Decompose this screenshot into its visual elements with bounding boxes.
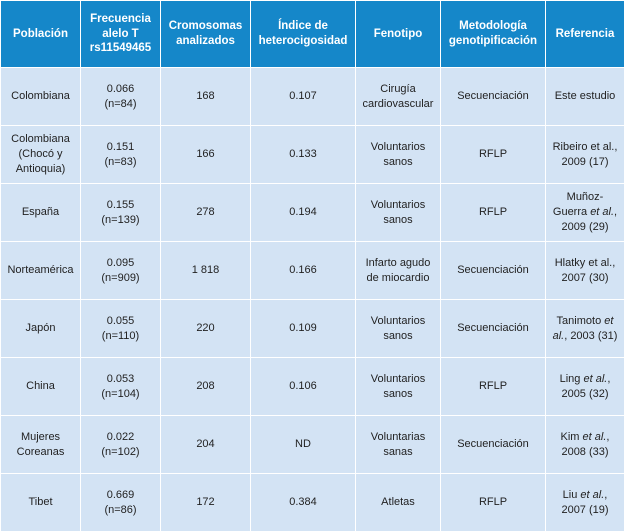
table-cell: 0.022 (n=102)	[81, 416, 161, 474]
table-cell: 172	[161, 474, 251, 532]
table-cell: 0.066 (n=84)	[81, 68, 161, 126]
table-cell: Japón	[1, 300, 81, 358]
table-cell: Colombiana (Chocó y Antioquia)	[1, 126, 81, 184]
table-cell: Atletas	[356, 474, 441, 532]
text-segment: et al.	[583, 431, 607, 443]
table-cell: Este estudio	[546, 68, 624, 126]
table-cell: Ling et al., 2005 (32)	[546, 358, 624, 416]
table-cell: Norteamérica	[1, 242, 81, 300]
table-cell: 1 818	[161, 242, 251, 300]
table-cell: Voluntarios sanos	[356, 184, 441, 242]
table-cell: Secuenciación	[441, 68, 546, 126]
table-cell: 204	[161, 416, 251, 474]
table-cell: RFLP	[441, 474, 546, 532]
header-cell: Referencia	[546, 1, 624, 68]
header-cell: Cromosomas analizados	[161, 1, 251, 68]
table-cell: 0.133	[251, 126, 356, 184]
text-segment: , 2003 (31)	[564, 330, 617, 342]
text-segment: Tanimoto	[557, 315, 605, 327]
table-cell: Tibet	[1, 474, 81, 532]
header-cell: Población	[1, 1, 81, 68]
text-segment: et al.	[580, 489, 604, 501]
table-cell: RFLP	[441, 358, 546, 416]
table-cell: RFLP	[441, 126, 546, 184]
table-cell: 0.107	[251, 68, 356, 126]
table-cell: RFLP	[441, 184, 546, 242]
header-cell: Fenotipo	[356, 1, 441, 68]
table-cell: Hlatky et al., 2007 (30)	[546, 242, 624, 300]
table-cell: 0.194	[251, 184, 356, 242]
table-cell: 0.669 (n=86)	[81, 474, 161, 532]
table-cell: Liu et al., 2007 (19)	[546, 474, 624, 532]
table-cell: 220	[161, 300, 251, 358]
table-cell: Ribeiro et al., 2009 (17)	[546, 126, 624, 184]
table-cell: 0.384	[251, 474, 356, 532]
table-cell: ND	[251, 416, 356, 474]
table-cell: 168	[161, 68, 251, 126]
table-cell: Muñoz-Guerra et al., 2009 (29)	[546, 184, 624, 242]
text-segment: et al.	[590, 206, 614, 218]
text-segment: Ling	[560, 373, 584, 385]
table-cell: 0.155 (n=139)	[81, 184, 161, 242]
table-cell: España	[1, 184, 81, 242]
table-cell: Voluntarios sanos	[356, 300, 441, 358]
text-segment: Kim	[561, 431, 583, 443]
table-cell: Voluntarios sanos	[356, 358, 441, 416]
table-row: Colombiana (Chocó y Antioquia)0.151 (n=8…	[1, 126, 624, 184]
table-cell: 0.166	[251, 242, 356, 300]
table-cell: 0.151 (n=83)	[81, 126, 161, 184]
table-cell: 0.106	[251, 358, 356, 416]
table-cell: 0.109	[251, 300, 356, 358]
table-cell: 0.053 (n=104)	[81, 358, 161, 416]
text-segment: Liu	[563, 489, 581, 501]
table-cell: Secuenciación	[441, 416, 546, 474]
header-cell: Frecuencia alelo T rs11549465	[81, 1, 161, 68]
table-cell: Secuenciación	[441, 242, 546, 300]
table-cell: Mujeres Coreanas	[1, 416, 81, 474]
table-cell: 0.095 (n=909)	[81, 242, 161, 300]
table-cell: Kim et al., 2008 (33)	[546, 416, 624, 474]
table-cell: 208	[161, 358, 251, 416]
table-cell: 278	[161, 184, 251, 242]
header-cell: Metodología genotipificación	[441, 1, 546, 68]
table-cell: Infarto agudo de miocardio	[356, 242, 441, 300]
table-cell: Colombiana	[1, 68, 81, 126]
text-segment: et al.	[583, 373, 607, 385]
table-cell: 0.055 (n=110)	[81, 300, 161, 358]
header-cell: Índice de heterocigosidad	[251, 1, 356, 68]
table-cell: Voluntarias sanas	[356, 416, 441, 474]
table-cell: Voluntarios sanos	[356, 126, 441, 184]
table-cell: 166	[161, 126, 251, 184]
table-cell: Cirugía cardiovascular	[356, 68, 441, 126]
table-cell: Secuenciación	[441, 300, 546, 358]
table-cell: China	[1, 358, 81, 416]
table-cell: Tanimoto et al., 2003 (31)	[546, 300, 624, 358]
